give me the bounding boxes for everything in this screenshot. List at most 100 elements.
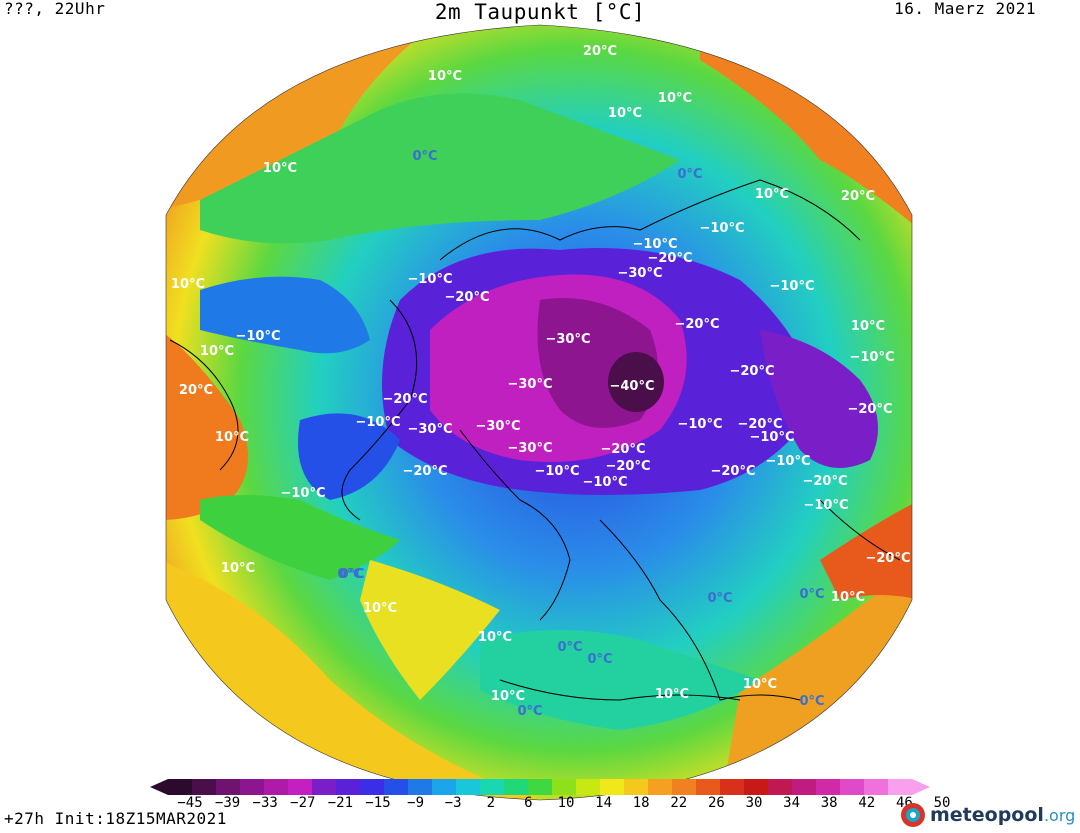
colorbar-cell <box>888 779 913 795</box>
contour-label: 0°C <box>517 704 542 719</box>
colorbar <box>150 779 930 795</box>
contour-label: 10°C <box>171 277 205 292</box>
colorbar-cell <box>456 779 481 795</box>
colorbar-cell <box>288 779 313 795</box>
map-title: 2m Taupunkt [°C] <box>434 0 646 24</box>
colorbar-tick: 2 <box>486 795 496 811</box>
colorbar-cell <box>864 779 889 795</box>
colorbar-cell <box>264 779 289 795</box>
colorbar-tick: −9 <box>407 795 425 811</box>
contour-label: 20°C <box>179 383 213 398</box>
map-date: 16. Maerz 2021 <box>894 0 1036 18</box>
colorbar-arrow-left <box>150 779 168 795</box>
colorbar-tick: 30 <box>745 795 763 811</box>
contour-label: 0°C <box>557 640 582 655</box>
colorbar-tick: 10 <box>557 795 575 811</box>
contour-label: −10°C <box>765 454 810 469</box>
logo-name: meteopool <box>930 804 1044 826</box>
valid-time-label: ???, 22Uhr <box>4 0 106 18</box>
contour-label: −20°C <box>802 474 847 489</box>
contour-label: 10°C <box>221 561 255 576</box>
contour-label: −10°C <box>769 279 814 294</box>
contour-label: −30°C <box>507 441 552 456</box>
colorbar-cell <box>744 779 769 795</box>
contour-label: 0°C <box>412 149 437 164</box>
colorbar-cell <box>768 779 793 795</box>
colorbar-cell <box>528 779 553 795</box>
contour-label: −40°C <box>609 379 654 394</box>
contour-label: −20°C <box>710 464 755 479</box>
map-boundary <box>165 24 913 801</box>
contour-label: 10°C <box>851 319 885 334</box>
forecast-init-label: +27h Init:18Z15MAR2021 <box>4 809 227 828</box>
contour-label: 0°C <box>339 567 364 582</box>
colorbar-cell <box>384 779 409 795</box>
colorbar-cell <box>576 779 601 795</box>
colorbar-cell <box>360 779 385 795</box>
colorbar-tick: −27 <box>290 795 316 811</box>
contour-label: 0°C <box>677 167 702 182</box>
colorbar-tick: −3 <box>444 795 462 811</box>
contour-label: −10°C <box>677 417 722 432</box>
contour-label: 0°C <box>799 587 824 602</box>
contour-labels: 20°C10°C10°C10°C10°C0°C0°C10°C 20°C−10°C−… <box>171 44 911 719</box>
contour-label: −10°C <box>280 486 325 501</box>
colorbar-cell <box>432 779 457 795</box>
contour-label: −30°C <box>507 377 552 392</box>
colorbar-cell <box>720 779 745 795</box>
colorbar-cell <box>240 779 265 795</box>
colorbar-cell <box>504 779 529 795</box>
contour-label: −10°C <box>632 237 677 252</box>
colorbar-tick: 50 <box>933 795 951 811</box>
contour-label: −20°C <box>605 459 650 474</box>
colorbar-cell <box>648 779 673 795</box>
contour-label: 0°C <box>337 567 362 582</box>
contour-label: −20°C <box>737 417 782 432</box>
contour-label: 20°C <box>583 44 617 59</box>
colorbar-cell <box>336 779 361 795</box>
colorbar-tick: −45 <box>177 795 203 811</box>
contour-label: −10°C <box>849 350 894 365</box>
contour-label: −30°C <box>407 422 452 437</box>
colorbar-cell <box>696 779 721 795</box>
colorbar-tick: 38 <box>820 795 838 811</box>
meteopool-logo[interactable]: meteopool .org <box>900 800 1075 830</box>
colorbar-tick: 22 <box>670 795 688 811</box>
contour-label: −10°C <box>582 475 627 490</box>
colorbar-tick: −15 <box>365 795 391 811</box>
colorbar-tick-labels: −45 −39 −33 −27 −21 −15 −9 −3 2 6 10 14 18 22 26 30 34 38… <box>167 795 950 811</box>
colorbar-cell <box>816 779 841 795</box>
contour-label: −20°C <box>674 317 719 332</box>
contour-label: 10°C <box>658 91 692 106</box>
coastlines <box>169 179 901 701</box>
logo-suffix: .org <box>1043 805 1076 825</box>
contour-label: −10°C <box>749 430 794 445</box>
colorbar-tick: 34 <box>783 795 801 811</box>
contour-label: 10°C <box>263 161 297 176</box>
logo-icon <box>901 803 925 827</box>
colorbar-arrow-right <box>912 779 930 795</box>
colorbar-cell <box>792 779 817 795</box>
contour-label: 10°C <box>428 69 462 84</box>
contour-label: 0°C <box>587 652 612 667</box>
colorbar-cell <box>312 779 337 795</box>
colorbar-cell <box>216 779 241 795</box>
contour-label: −20°C <box>402 464 447 479</box>
contour-label: 0°C <box>799 694 824 709</box>
contour-label: 10°C <box>215 430 249 445</box>
contour-label: −20°C <box>847 402 892 417</box>
colorbar-tick: −33 <box>252 795 278 811</box>
contour-label: 10°C <box>831 590 865 605</box>
contour-label: −10°C <box>699 221 744 236</box>
contour-label: −10°C <box>534 464 579 479</box>
contour-label: −30°C <box>617 266 662 281</box>
colorbar-tick: 18 <box>632 795 650 811</box>
contour-label: −20°C <box>647 251 692 266</box>
colorbar-cell <box>192 779 217 795</box>
colorbar-cell <box>552 779 577 795</box>
contour-label: −20°C <box>865 551 910 566</box>
colorbar-tick: −39 <box>214 795 241 811</box>
colorbar-cell <box>840 779 865 795</box>
contour-label: 10°C <box>743 677 777 692</box>
